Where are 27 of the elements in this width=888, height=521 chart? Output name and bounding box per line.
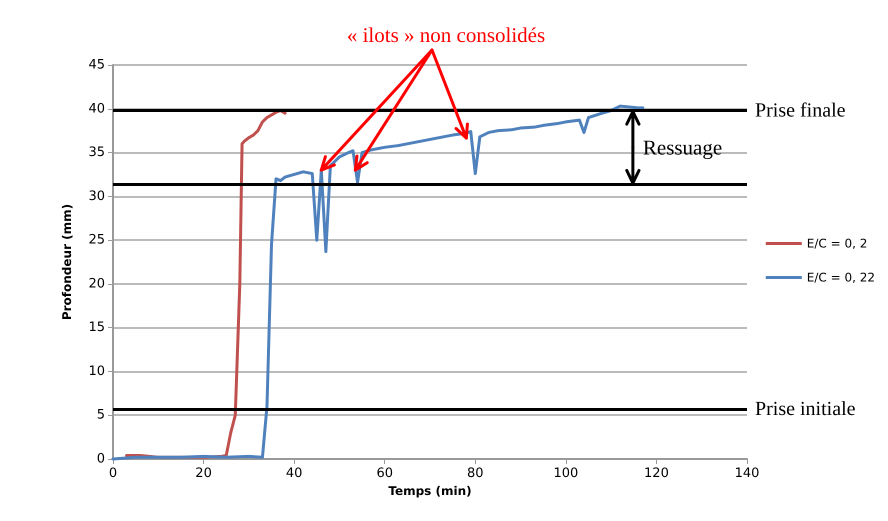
x-tick-label: 100 [553,466,578,481]
x-tick-label: 80 [467,466,484,481]
y-tick-label: 30 [88,188,105,204]
x-tick-label: 0 [108,466,118,481]
y-tick-label: 20 [88,276,105,292]
x-tick-label: 120 [644,466,669,481]
y-tick-label: 15 [88,320,105,336]
legend-label: E/C = 0, 22 [806,270,876,284]
x-tick-label: 20 [195,466,212,481]
ref-line-label: Prise finale [755,100,846,122]
y-tick-label: 45 [88,58,105,72]
x-tick-label: 60 [376,466,393,481]
annotation: Ressuage [642,135,722,160]
y-axis-title: Profondeur (mm) [60,204,74,320]
ref-line-label: Prise initiale [755,398,856,420]
annotation: « ilots » non consolidés [346,23,546,47]
y-tick-label: 0 [96,452,105,466]
x-tick-label: 40 [286,466,302,481]
y-tick-label: 5 [96,408,105,423]
line-series [112,104,644,460]
y-tick-label: 40 [88,101,105,116]
x-tick-label: 140 [734,466,760,481]
legend-label: E/C = 0, 2 [806,236,868,250]
y-tick-label: 10 [88,364,105,379]
x-axis-title: Temps (min) [388,484,472,498]
y-tick-label: 35 [88,145,105,160]
y-tick-label: 25 [88,232,105,248]
